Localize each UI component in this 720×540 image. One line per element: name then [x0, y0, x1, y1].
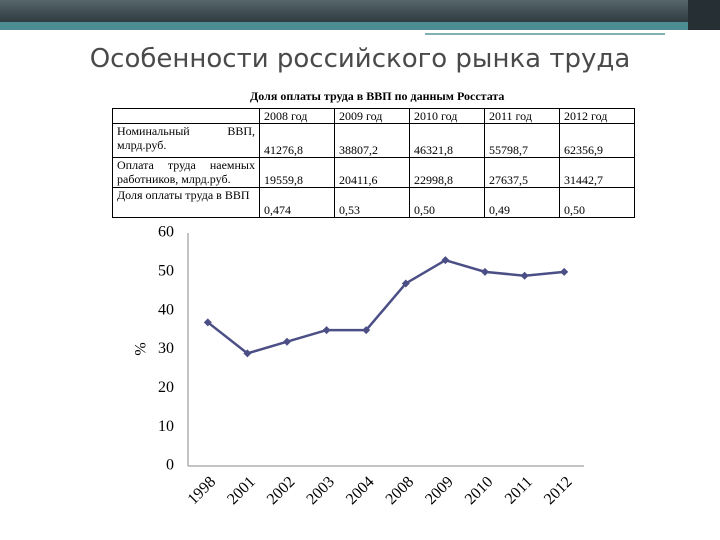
cell: 22998,8: [409, 157, 485, 188]
header-band: [0, 0, 720, 22]
data-table: 2008 год 2009 год 2010 год 2011 год 2012…: [112, 108, 635, 218]
cell: Номинальный ВВП, млрд.руб.: [112, 123, 260, 158]
cell: 62356,9: [559, 123, 635, 158]
point-marker: [203, 318, 212, 327]
x-tick-label: 2009: [422, 473, 457, 508]
y-tick-label: 40: [158, 301, 174, 318]
x-tick-label: 2004: [343, 473, 378, 508]
cell: 2011 год: [484, 108, 560, 124]
cell: 0,53: [334, 187, 410, 218]
cell: 0,474: [259, 187, 335, 218]
y-tick-label: 60: [158, 224, 174, 241]
x-tick-label: 2002: [264, 473, 299, 508]
x-tick-label: 1998: [185, 473, 220, 508]
table-row: Доля оплаты труда в ВВП 0,474 0,53 0,50 …: [112, 187, 635, 218]
y-tick-label: 0: [166, 457, 174, 474]
point-marker: [560, 267, 569, 276]
point-marker: [322, 326, 331, 335]
header-line: [425, 33, 665, 35]
series-line: [207, 258, 565, 355]
x-tick-label: 2001: [224, 473, 259, 508]
table-row: Номинальный ВВП, млрд.руб. 41276,8 38807…: [112, 123, 635, 158]
x-tick-label: 2010: [462, 473, 497, 508]
y-tick-label: 10: [158, 418, 174, 435]
x-tick-label: 2008: [383, 473, 418, 508]
cell: 55798,7: [484, 123, 560, 158]
y-tick-label: 30: [158, 340, 174, 357]
cell: 0,50: [409, 187, 485, 218]
cell: 0,50: [559, 187, 635, 218]
header-block: [688, 0, 720, 30]
cell: 0,49: [484, 187, 560, 218]
x-tick-label: 2003: [303, 473, 338, 508]
header-stripe: [0, 22, 720, 30]
point-marker: [401, 279, 410, 288]
point-marker: [362, 326, 371, 335]
y-tick-label: 50: [158, 263, 174, 280]
point-marker: [481, 267, 489, 276]
cell: 20411,6: [334, 157, 410, 188]
point-marker: [441, 256, 450, 265]
cell: Доля оплаты труда в ВВП: [112, 187, 260, 218]
point-marker: [243, 349, 252, 358]
table-row: Оплата труда наемных работников, млрд.ру…: [112, 157, 635, 188]
y-tick-label: 20: [158, 379, 174, 396]
cell: 46321,8: [409, 123, 485, 158]
cell: 19559,8: [259, 157, 335, 188]
point-marker: [520, 271, 529, 280]
table-title: Доля оплаты труда в ВВП по данным Росста…: [250, 89, 505, 103]
point-marker: [283, 337, 291, 346]
slide-title: Особенности российского рынка труда: [89, 44, 631, 74]
x-tick-label: 2011: [502, 473, 536, 507]
y-axis-label: %: [133, 342, 150, 355]
x-tick-label: 2012: [541, 473, 576, 508]
